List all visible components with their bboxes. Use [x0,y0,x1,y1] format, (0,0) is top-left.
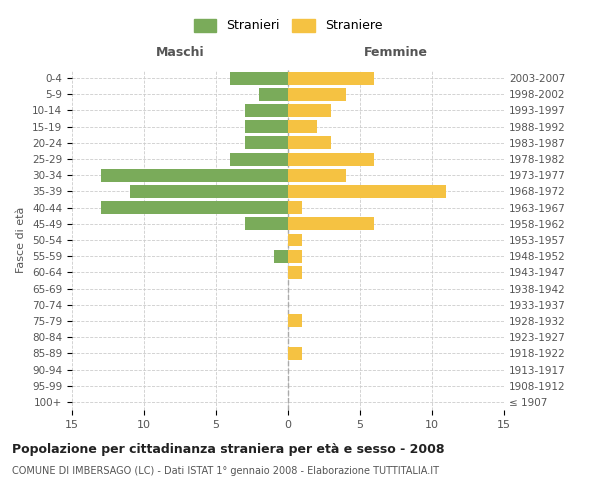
Bar [130,185,288,198]
Bar [101,201,288,214]
Text: Maschi: Maschi [155,46,205,59]
Bar [245,218,288,230]
Bar [288,234,302,246]
Bar [101,169,288,181]
Bar [245,104,288,117]
Bar [288,314,302,328]
Bar [230,72,288,85]
Bar [288,152,374,166]
Bar [245,120,288,133]
Bar [274,250,288,262]
Bar [288,185,446,198]
Bar [259,88,288,101]
Text: Femmine: Femmine [364,46,428,59]
Y-axis label: Fasce di età: Fasce di età [16,207,26,273]
Text: COMUNE DI IMBERSAGO (LC) - Dati ISTAT 1° gennaio 2008 - Elaborazione TUTTITALIA.: COMUNE DI IMBERSAGO (LC) - Dati ISTAT 1°… [12,466,439,476]
Bar [288,136,331,149]
Text: Popolazione per cittadinanza straniera per età e sesso - 2008: Popolazione per cittadinanza straniera p… [12,442,445,456]
Bar [288,266,302,279]
Bar [288,169,346,181]
Bar [288,88,346,101]
Bar [245,136,288,149]
Bar [230,152,288,166]
Bar [288,72,374,85]
Bar [288,250,302,262]
Bar [288,201,302,214]
Bar [288,120,317,133]
Legend: Stranieri, Straniere: Stranieri, Straniere [189,14,387,38]
Bar [288,218,374,230]
Bar [288,104,331,117]
Bar [288,347,302,360]
